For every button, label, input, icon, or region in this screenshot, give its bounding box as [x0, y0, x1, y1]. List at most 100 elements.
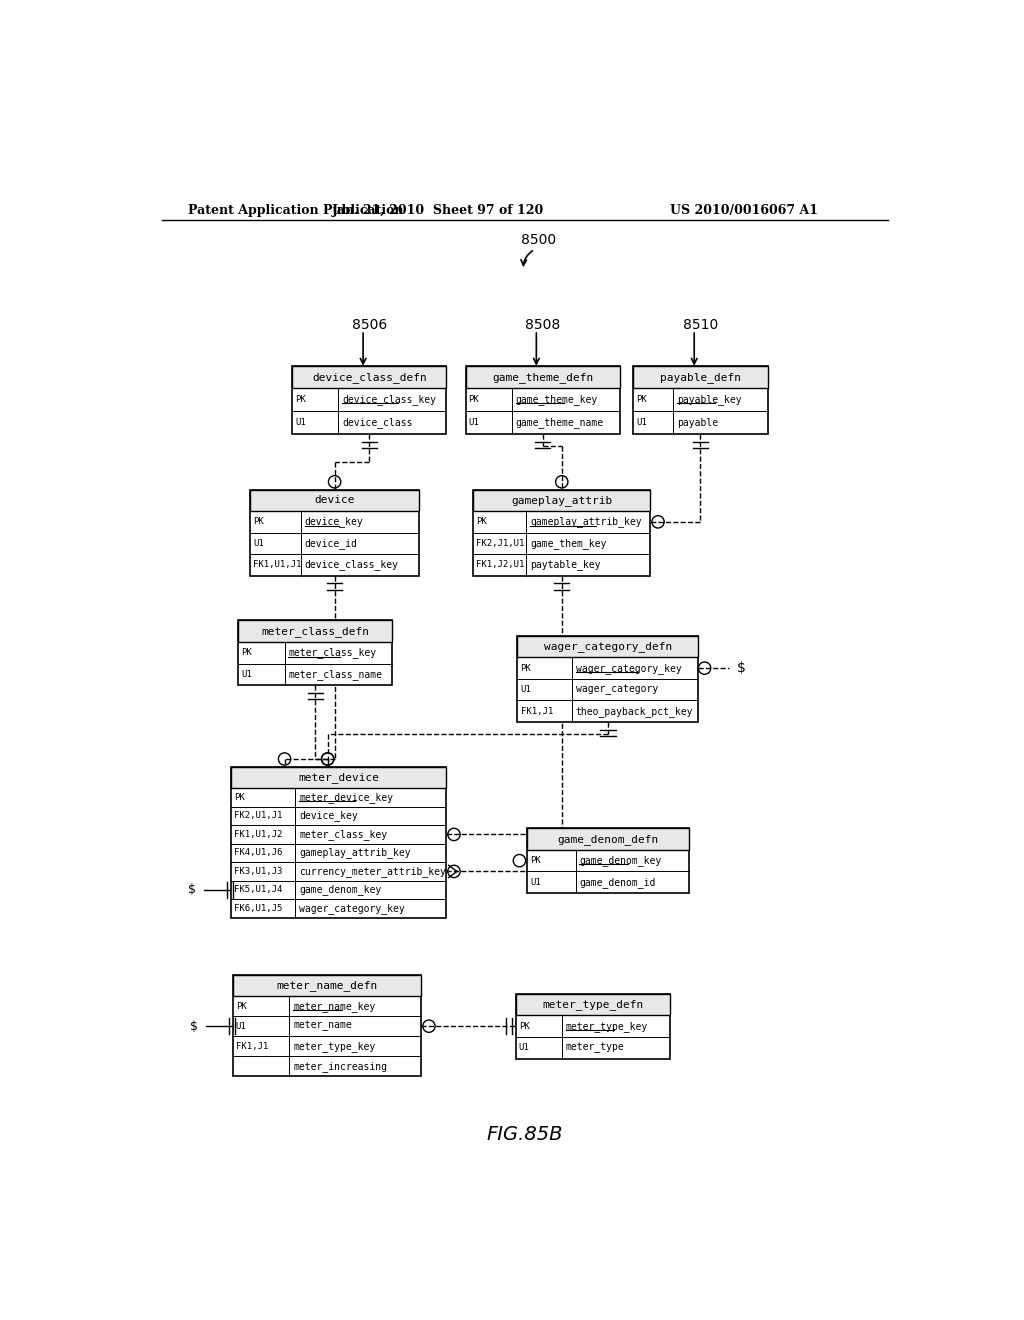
- Bar: [239, 620, 392, 642]
- Text: meter_name_key: meter_name_key: [293, 1001, 375, 1011]
- Text: meter_device: meter_device: [298, 772, 379, 783]
- Bar: [527, 829, 689, 850]
- Text: 8508: 8508: [525, 318, 560, 331]
- Bar: [250, 490, 419, 511]
- Text: currency_meter_attrib_key: currency_meter_attrib_key: [299, 866, 446, 876]
- Text: U1: U1: [520, 685, 531, 694]
- Bar: [517, 636, 698, 657]
- Text: game_denom_key: game_denom_key: [299, 884, 381, 895]
- Bar: [250, 490, 419, 576]
- Bar: [466, 367, 620, 434]
- Text: game_theme_key: game_theme_key: [515, 393, 598, 405]
- Text: FK1,J2,U1: FK1,J2,U1: [476, 561, 524, 569]
- Bar: [515, 994, 670, 1015]
- Text: game_theme_name: game_theme_name: [515, 417, 604, 428]
- Text: FIG.85B: FIG.85B: [486, 1125, 563, 1144]
- Bar: [633, 367, 768, 434]
- Text: paytable_key: paytable_key: [530, 560, 601, 570]
- Text: FK4,U1,J6: FK4,U1,J6: [233, 849, 283, 858]
- Text: PK: PK: [295, 395, 306, 404]
- Text: FK1,J1: FK1,J1: [236, 1041, 268, 1051]
- Text: FK6,U1,J5: FK6,U1,J5: [233, 904, 283, 913]
- Text: game_them_key: game_them_key: [530, 539, 606, 549]
- Text: gameplay_attrib: gameplay_attrib: [511, 495, 612, 506]
- Text: game_denom_id: game_denom_id: [580, 876, 655, 887]
- Bar: [527, 829, 689, 892]
- Text: device_class: device_class: [342, 417, 413, 428]
- Text: FK1,U1,J2: FK1,U1,J2: [233, 830, 283, 840]
- Bar: [230, 767, 446, 788]
- Text: U1: U1: [242, 669, 252, 678]
- Text: wager_category_defn: wager_category_defn: [544, 642, 672, 652]
- Text: device: device: [314, 495, 355, 506]
- Text: FK2,U1,J1: FK2,U1,J1: [233, 812, 283, 821]
- Text: U1: U1: [236, 1022, 247, 1031]
- Text: device_class_key: device_class_key: [342, 393, 436, 405]
- Text: device_key: device_key: [304, 516, 364, 527]
- Text: U1: U1: [253, 539, 264, 548]
- Text: meter_class_key: meter_class_key: [299, 829, 387, 840]
- Text: payable_key: payable_key: [677, 393, 741, 405]
- Text: PK: PK: [476, 517, 487, 527]
- Text: U1: U1: [295, 418, 306, 426]
- Text: Jan. 21, 2010  Sheet 97 of 120: Jan. 21, 2010 Sheet 97 of 120: [333, 205, 545, 218]
- Text: $: $: [188, 883, 196, 896]
- Text: PK: PK: [520, 664, 531, 673]
- Text: wager_category: wager_category: [575, 685, 657, 694]
- Text: device_class_key: device_class_key: [304, 560, 398, 570]
- Text: gameplay_attrib_key: gameplay_attrib_key: [530, 516, 642, 527]
- Text: U1: U1: [530, 878, 541, 887]
- Bar: [292, 367, 446, 388]
- Text: payable_defn: payable_defn: [659, 372, 740, 383]
- Text: meter_class_name: meter_class_name: [289, 669, 382, 680]
- Text: device_id: device_id: [304, 539, 357, 549]
- Text: US 2010/0016067 A1: US 2010/0016067 A1: [670, 205, 817, 218]
- Text: U1: U1: [518, 1043, 529, 1052]
- Bar: [473, 490, 650, 576]
- Text: PK: PK: [469, 395, 479, 404]
- Text: meter_increasing: meter_increasing: [293, 1061, 387, 1072]
- Text: gameplay_attrib_key: gameplay_attrib_key: [299, 847, 411, 858]
- Text: meter_type_key: meter_type_key: [293, 1040, 375, 1052]
- Bar: [239, 620, 392, 685]
- Text: payable: payable: [677, 417, 719, 428]
- Text: theo_payback_pct_key: theo_payback_pct_key: [575, 706, 693, 717]
- Text: PK: PK: [530, 857, 541, 865]
- Bar: [292, 367, 446, 434]
- Text: FK3,U1,J3: FK3,U1,J3: [233, 867, 283, 876]
- Bar: [230, 767, 446, 917]
- Text: game_denom_defn: game_denom_defn: [557, 834, 658, 845]
- Text: FK1,U1,J1: FK1,U1,J1: [253, 561, 301, 569]
- Bar: [232, 974, 421, 997]
- Text: device_key: device_key: [299, 810, 358, 821]
- Text: $: $: [737, 661, 745, 675]
- Text: PK: PK: [242, 648, 252, 657]
- Text: meter_type_key: meter_type_key: [565, 1020, 648, 1032]
- Text: 8500: 8500: [521, 232, 556, 247]
- Bar: [232, 974, 421, 1076]
- Text: meter_class_defn: meter_class_defn: [261, 626, 370, 636]
- Bar: [515, 994, 670, 1059]
- Text: U1: U1: [469, 418, 479, 426]
- Text: meter_device_key: meter_device_key: [299, 792, 393, 803]
- Text: game_theme_defn: game_theme_defn: [492, 372, 593, 383]
- Text: PK: PK: [236, 1002, 247, 1011]
- Text: meter_name_defn: meter_name_defn: [276, 979, 378, 991]
- Text: wager_category_key: wager_category_key: [575, 663, 681, 673]
- Text: device_class_defn: device_class_defn: [312, 372, 427, 383]
- Bar: [633, 367, 768, 388]
- Text: FK1,J1: FK1,J1: [520, 706, 553, 715]
- Bar: [517, 636, 698, 722]
- Text: game_denom_key: game_denom_key: [580, 855, 662, 866]
- Text: 8506: 8506: [351, 318, 387, 331]
- Text: FK5,U1,J4: FK5,U1,J4: [233, 886, 283, 895]
- Text: wager_category_key: wager_category_key: [299, 903, 404, 913]
- Text: U1: U1: [636, 418, 647, 426]
- Text: meter_type: meter_type: [565, 1043, 625, 1053]
- Bar: [466, 367, 620, 388]
- Text: PK: PK: [636, 395, 647, 404]
- Text: $: $: [189, 1019, 198, 1032]
- Text: meter_type_defn: meter_type_defn: [542, 999, 643, 1010]
- Text: 8510: 8510: [683, 318, 718, 331]
- Text: Patent Application Publication: Patent Application Publication: [188, 205, 403, 218]
